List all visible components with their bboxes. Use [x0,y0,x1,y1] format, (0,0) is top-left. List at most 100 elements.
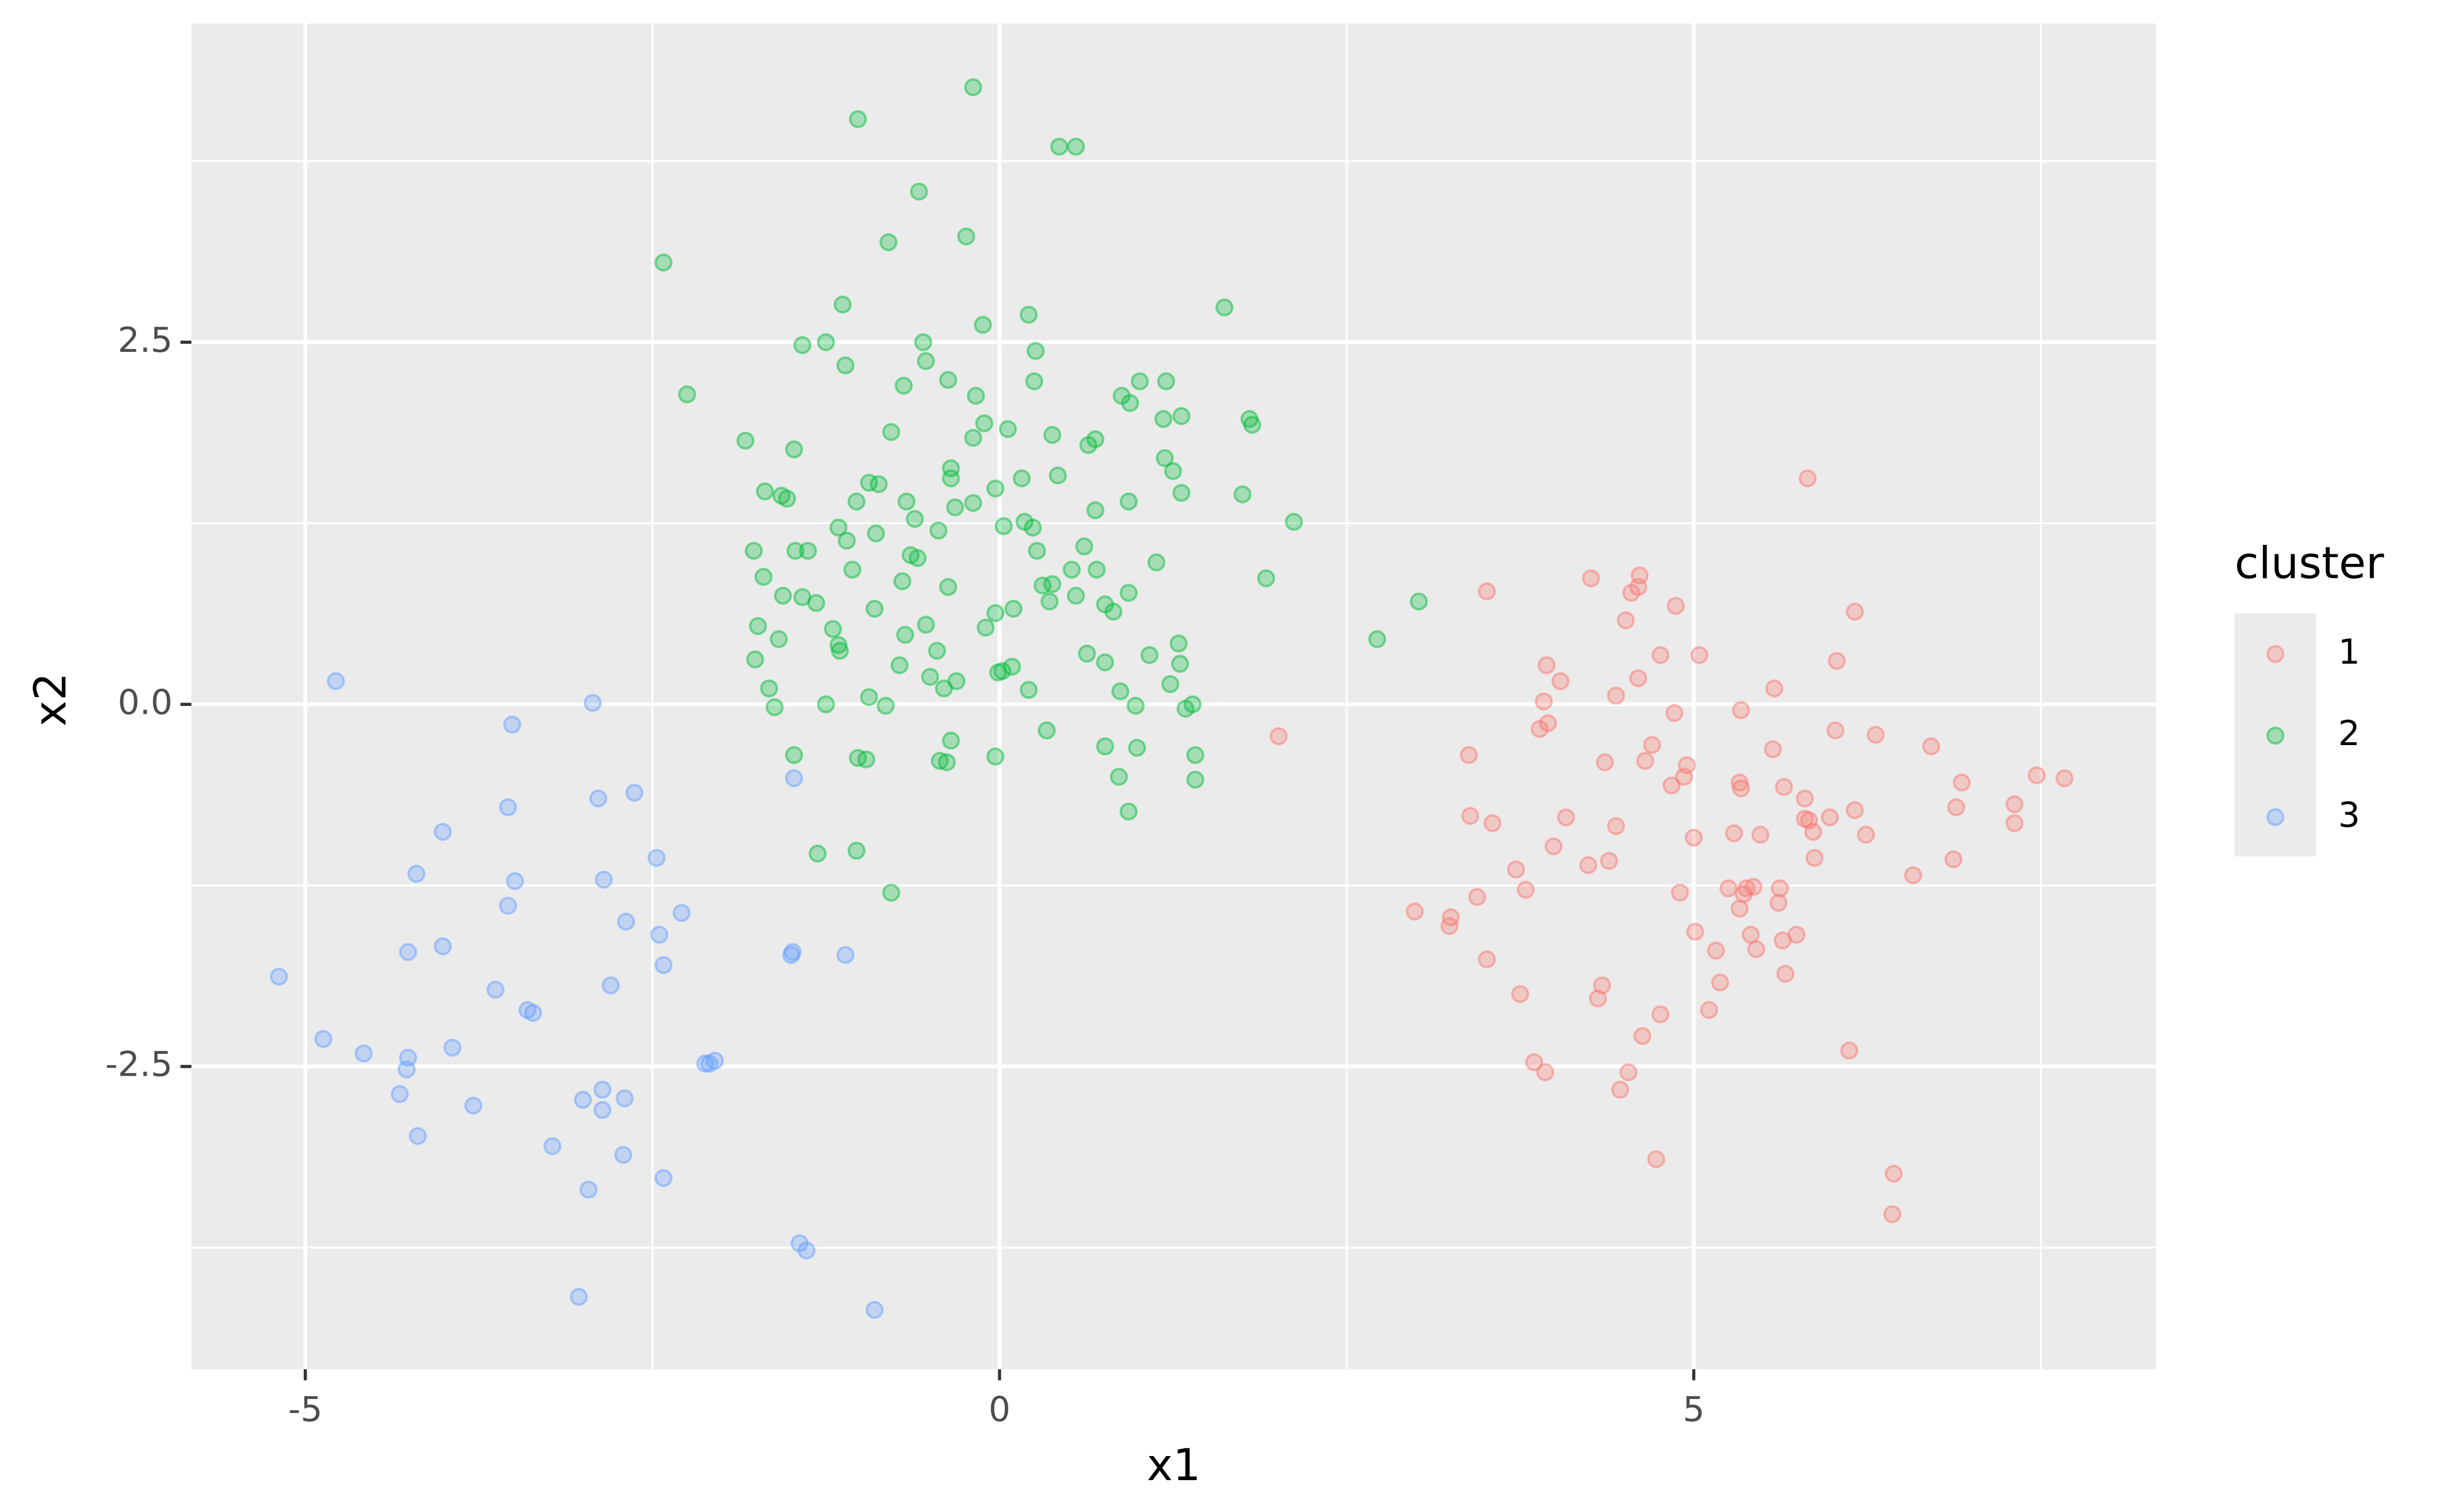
point [917,615,935,634]
point [1796,809,1814,828]
point [910,182,928,201]
point [1690,646,1709,665]
point [617,912,635,931]
point [1675,767,1693,786]
point [625,784,643,802]
point [602,976,620,995]
point [784,769,804,788]
point [1110,767,1128,786]
point [1737,879,1756,898]
point [986,479,1005,498]
point [574,1091,593,1109]
point [838,531,856,550]
point [1922,737,1940,756]
legend-label: 3 [2338,795,2360,835]
point [964,78,983,97]
point [1662,776,1681,795]
point [993,662,1012,680]
point [1285,512,1303,531]
point [964,428,983,447]
point [942,731,960,750]
point [399,943,417,962]
point [2005,814,2024,832]
point [1596,753,1614,771]
point [1629,669,1647,687]
point [1033,576,1052,595]
point [1119,492,1138,511]
point [1087,560,1106,579]
point [755,482,774,501]
point [1066,586,1085,605]
point [1611,1080,1629,1099]
point [1112,387,1131,405]
point [399,1048,417,1067]
point [1025,372,1044,390]
point [1840,1041,1859,1060]
point [1606,686,1625,705]
point [790,1234,809,1252]
point [931,752,949,770]
point [967,387,985,405]
point [1606,817,1625,835]
point [593,1101,612,1119]
point [929,521,948,540]
point [939,578,957,596]
point [1796,789,1814,808]
panel-background [191,23,2156,1369]
point [1186,770,1205,789]
point [1078,644,1096,663]
point [1155,449,1174,468]
point [506,872,524,891]
point [829,635,848,654]
point [1952,773,1971,792]
point [354,1044,373,1063]
y-axis-title: x2 [25,672,76,726]
point [1700,1001,1718,1019]
point [1617,611,1635,630]
point [1154,409,1173,428]
point [1557,808,1575,827]
point [1233,485,1252,503]
point [778,489,796,508]
point [1765,679,1784,698]
point [894,376,913,395]
point [746,650,764,669]
point [882,883,900,902]
point [986,604,1005,623]
point [865,600,884,618]
point [486,981,505,999]
point [1478,582,1496,601]
point [1172,407,1191,425]
point [314,1030,333,1048]
point [1269,727,1288,746]
point [914,333,932,351]
point [1827,652,1846,670]
point [833,295,852,314]
point [1537,656,1556,675]
legend-title: cluster [2235,538,2385,589]
point [1883,1205,1902,1223]
point [797,1241,816,1260]
point [1096,737,1115,756]
point [934,679,953,698]
point [807,594,825,613]
point [1764,740,1782,759]
x-tick-label: 5 [1683,1389,1704,1430]
point [921,667,939,686]
point [584,694,602,712]
point [1735,885,1753,903]
point [1730,773,1749,792]
point [1629,578,1647,596]
point [1063,560,1081,579]
point [847,492,866,511]
point [847,841,866,860]
point [1023,519,1042,537]
point [654,956,673,974]
point [849,110,867,129]
point [857,750,876,769]
point [836,946,855,964]
point [1096,653,1115,672]
point [1651,646,1670,665]
point [784,440,804,459]
point [1631,566,1649,585]
